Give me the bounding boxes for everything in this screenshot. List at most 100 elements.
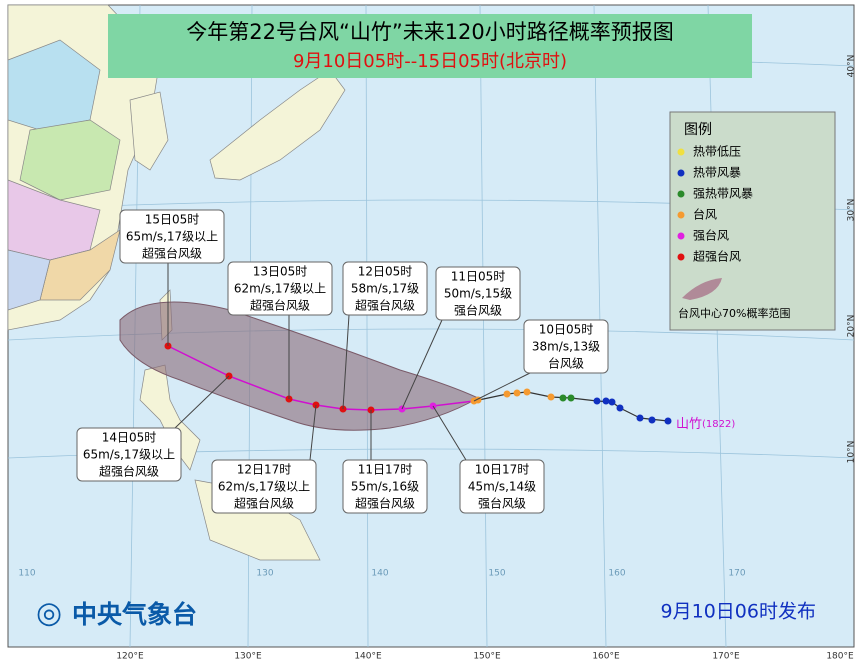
callout-leader	[432, 405, 467, 461]
callout-box	[342, 459, 428, 514]
callout-line: 13日05时	[253, 265, 308, 279]
callout-box	[342, 261, 428, 316]
track-point	[547, 393, 555, 401]
legend-item: 强热带风暴	[693, 187, 753, 201]
storm-name: 山竹(1822)	[676, 417, 735, 432]
callout-line: 10日05时	[539, 323, 594, 337]
subtitle: 9月10日05时--15日05时(北京时)	[293, 51, 567, 72]
legend-cone-label: 台风中心70%概率范围	[678, 306, 790, 320]
callout-leader	[342, 314, 350, 410]
callout-line: 58m/s,17级	[351, 282, 419, 296]
callout-box	[119, 209, 225, 264]
lon-label: 130°E	[234, 652, 262, 662]
lat-label: 40°N	[847, 55, 857, 78]
callout-line: 50m/s,15级	[444, 287, 512, 301]
lat-label: 10°N	[847, 441, 857, 464]
callout-leader	[401, 319, 443, 410]
legend-marker	[677, 169, 685, 177]
track-point	[523, 388, 531, 396]
legend-cone	[682, 278, 722, 300]
callout-line: 11日05时	[451, 270, 506, 284]
storm-name-text: 山竹	[676, 417, 702, 432]
legend-item: 强台风	[693, 228, 729, 243]
issued-time: 9月10日06时发布	[661, 601, 816, 623]
legend-marker	[677, 190, 685, 198]
callout-line: 14日05时	[102, 431, 157, 445]
callout-line: 65m/s,17级以上	[126, 230, 218, 244]
callout-line: 台风级	[548, 356, 584, 371]
axis-labels: 120°E 130°E 140°E 150°E 160°E 170°E 180°E 40°N 3…	[18, 55, 856, 662]
lon-label: 150°E	[473, 652, 501, 662]
legend-marker	[677, 211, 685, 219]
lon-label: 170°E	[712, 652, 740, 662]
grid-label: 110	[18, 569, 35, 579]
title: 今年第22号台风“山竹”未来120小时路径概率预报图	[186, 20, 674, 44]
callout-line: 12日05时	[358, 265, 413, 279]
callout-box	[76, 427, 182, 482]
track-point	[513, 389, 521, 397]
storm-code: (1822)	[702, 419, 735, 430]
logo-mark: ◎	[36, 596, 62, 631]
callout-line: 超强台风级	[99, 464, 159, 479]
callout-line: 11日17时	[358, 463, 413, 477]
callout-box	[435, 266, 521, 321]
callouts: 15日05时65m/s,17级以上超强台风级13日05时62m/s,17级以上超…	[76, 209, 609, 514]
callout-line: 超强台风级	[355, 298, 415, 313]
title-bar	[108, 14, 752, 78]
track-point	[503, 390, 511, 398]
grid-label: 160	[608, 569, 625, 579]
callout-line: 超强台风级	[250, 298, 310, 313]
lon-label: 140°E	[354, 652, 382, 662]
callout-line: 超强台风级	[234, 496, 294, 511]
callout-line: 62m/s,17级以上	[218, 480, 310, 494]
legend-marker	[677, 253, 685, 261]
callout-line: 62m/s,17级以上	[234, 282, 326, 296]
callout-line: 55m/s,16级	[351, 480, 419, 494]
callout-line: 12日17时	[237, 463, 292, 477]
legend-item: 台风	[693, 207, 717, 222]
grid-label: 170	[728, 569, 745, 579]
grid-label: 150	[488, 569, 505, 579]
grid-label: 130	[256, 569, 273, 579]
legend-title: 图例	[684, 122, 712, 138]
callout-box	[211, 459, 317, 514]
legend-item: 超强台风	[693, 249, 741, 264]
callout-leader	[473, 372, 531, 402]
lon-label: 160°E	[592, 652, 620, 662]
lon-label: 120°E	[116, 652, 144, 662]
land	[7, 4, 361, 561]
callout-line: 15日05时	[145, 213, 200, 227]
callout-line: 10日17时	[475, 463, 530, 477]
track-point	[648, 416, 656, 424]
callout-line: 超强台风级	[142, 246, 202, 261]
track-point	[636, 414, 644, 422]
lat-label: 30°N	[847, 199, 857, 222]
callout-line: 65m/s,17级以上	[83, 448, 175, 462]
track-point	[593, 397, 601, 405]
track-point	[567, 394, 575, 402]
legend-item: 热带低压	[693, 145, 741, 159]
callout-box	[227, 261, 333, 316]
track-point	[616, 404, 624, 412]
callout-line: 强台风级	[454, 303, 502, 318]
legend-marker	[677, 148, 685, 156]
callout-leader	[174, 375, 230, 429]
callout-line: 超强台风级	[355, 496, 415, 511]
lon-label: 180°E	[826, 652, 854, 662]
lat-label: 20°N	[847, 315, 857, 338]
track-point	[664, 417, 672, 425]
track-point	[602, 397, 610, 405]
grid-label: 140	[371, 569, 388, 579]
callout-box	[523, 319, 609, 374]
legend-marker	[677, 232, 685, 240]
callout-leader	[309, 404, 317, 461]
track-point	[608, 398, 616, 406]
callout-line: 38m/s,13级	[532, 340, 600, 354]
callout-line: 45m/s,14级	[468, 480, 536, 494]
callout-box	[459, 459, 545, 514]
agency: 中央气象台	[72, 600, 197, 629]
callout-line: 强台风级	[478, 496, 526, 511]
legend-item: 热带风暴	[693, 166, 741, 180]
